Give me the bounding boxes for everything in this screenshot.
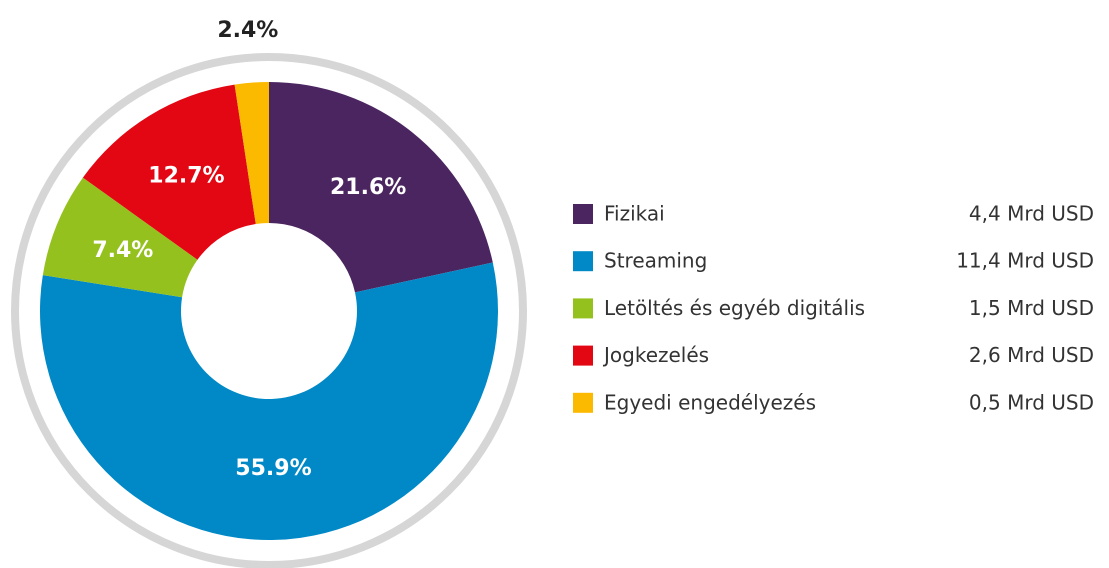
slice [42, 177, 198, 298]
legend-label: Egyedi engedélyezés [604, 390, 816, 414]
legend-label: Streaming [604, 249, 707, 273]
legend-swatch [573, 204, 593, 224]
legend-swatch [573, 251, 593, 272]
outer-ring [11, 53, 527, 568]
slice-label: 55.9% [235, 456, 311, 481]
legend-amount: 4,4 Mrd USD [969, 202, 1094, 226]
slice [234, 82, 269, 224]
slice [269, 82, 493, 293]
legend-swatch [573, 298, 593, 319]
slice-label: 12.7% [148, 163, 224, 188]
legend-label: Fizikai [604, 202, 665, 226]
legend-label: Jogkezelés [602, 343, 709, 367]
slice-label: 21.6% [330, 175, 406, 200]
legend-amount: 0,5 Mrd USD [969, 390, 1094, 414]
legend-swatch [573, 345, 593, 366]
slice-label: 7.4% [92, 238, 153, 263]
slice [82, 84, 256, 260]
slice [40, 262, 498, 541]
legend-amount: 1,5 Mrd USD [969, 296, 1094, 320]
legend-amount: 11,4 Mrd USD [956, 249, 1094, 273]
legend-amount: 2,6 Mrd USD [969, 343, 1094, 367]
legend-swatch [573, 392, 593, 413]
slice-label: 2.4% [217, 18, 278, 43]
legend-label: Letöltés és egyéb digitális [604, 296, 865, 320]
